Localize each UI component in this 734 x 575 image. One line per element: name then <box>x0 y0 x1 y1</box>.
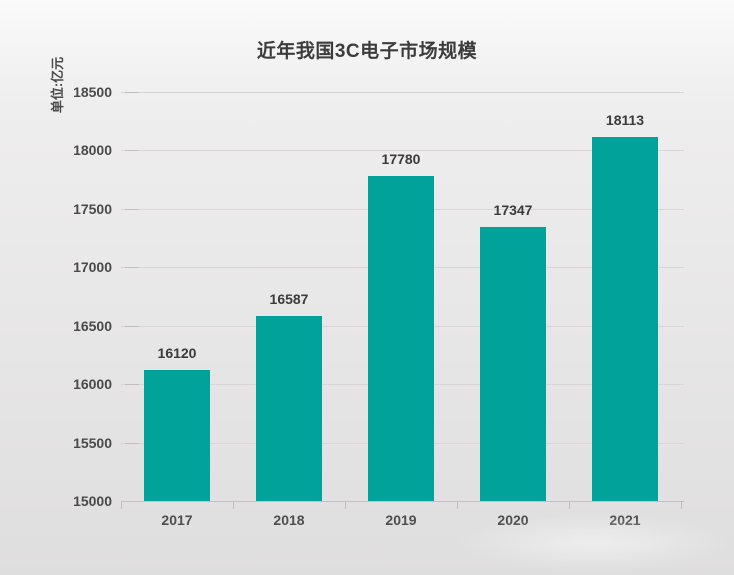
bar <box>144 370 210 501</box>
bar-value-label: 18113 <box>605 112 645 129</box>
y-tick-label: 18500 <box>73 84 112 100</box>
x-axis-tick <box>345 502 346 509</box>
y-tick-label: 17000 <box>73 259 112 275</box>
y-axis-tick <box>125 443 139 444</box>
bar <box>592 137 658 501</box>
y-axis-tick <box>125 150 139 151</box>
y-tick-label: 15000 <box>73 493 112 509</box>
bar-value-label: 17780 <box>381 151 421 168</box>
y-tick-label: 15500 <box>73 435 112 451</box>
x-axis-tick <box>681 502 682 509</box>
y-tick-label: 16500 <box>73 318 112 334</box>
x-tick-label: 2017 <box>161 512 193 528</box>
bar-value-label: 16587 <box>269 290 309 307</box>
bar-value-label: 17347 <box>493 201 533 218</box>
gridline <box>121 92 684 93</box>
y-tick-label: 16000 <box>73 376 112 392</box>
y-tick-label: 17500 <box>73 201 112 217</box>
x-axis-tick <box>457 502 458 509</box>
chart-title: 近年我国3C电子市场规模 <box>256 41 478 62</box>
x-axis-tick <box>233 502 234 509</box>
x-tick-label: 2019 <box>385 512 417 528</box>
y-axis-tick <box>125 267 139 268</box>
y-axis-tick <box>125 209 139 210</box>
bar <box>368 176 434 501</box>
y-axis-tick <box>125 326 139 327</box>
watermark <box>458 515 728 571</box>
x-axis-tick <box>569 502 570 509</box>
y-tick-label: 18000 <box>73 142 112 158</box>
bar-value-label: 16120 <box>157 345 197 362</box>
bar <box>256 315 322 501</box>
x-axis-tick <box>121 502 122 509</box>
gridline <box>121 150 684 151</box>
x-axis-line <box>121 501 684 502</box>
y-axis-tick <box>125 384 139 385</box>
y-axis-tick <box>125 92 139 93</box>
x-tick-label: 2018 <box>273 512 305 528</box>
bar <box>480 226 546 501</box>
